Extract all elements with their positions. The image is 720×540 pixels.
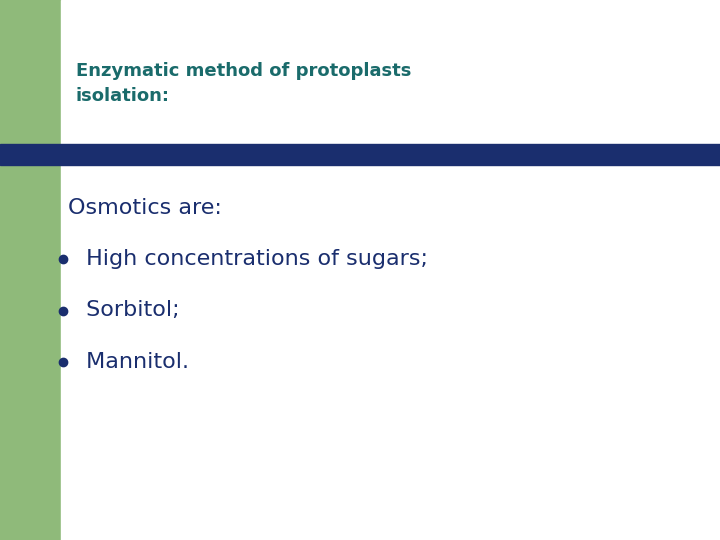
Bar	[0, 0, 137, 119]
Text: Enzymatic method of protoplasts
isolation:: Enzymatic method of protoplasts isolatio…	[76, 62, 411, 105]
Text: High concentrations of sugars;: High concentrations of sugars;	[79, 249, 428, 269]
Bar	[0, 144, 720, 165]
Text: Osmotics are:: Osmotics are:	[68, 198, 222, 218]
Text: Mannitol.: Mannitol.	[79, 352, 189, 372]
Bar	[0, 0, 61, 540]
Text: Sorbitol;: Sorbitol;	[79, 300, 180, 321]
Bar	[137, 0, 720, 119]
